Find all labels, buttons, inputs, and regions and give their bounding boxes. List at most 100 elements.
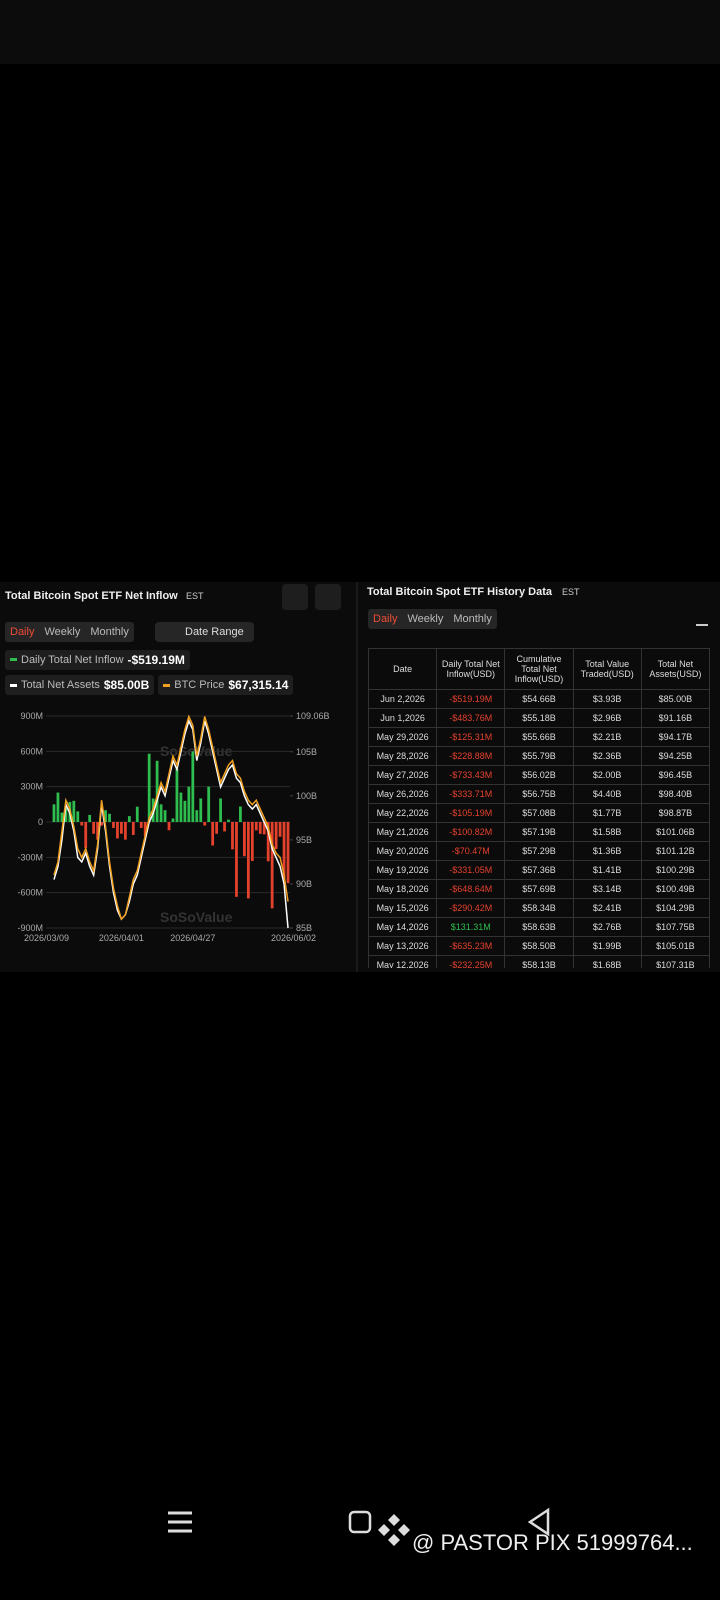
table-cell: -$105.19M bbox=[436, 803, 506, 823]
table-cell: $2.76B bbox=[572, 917, 642, 937]
table-cell: $4.40B bbox=[572, 784, 642, 804]
table-cell: $2.36B bbox=[572, 746, 642, 766]
x-tick-label: 2026/03/09 bbox=[24, 933, 69, 943]
tab[interactable]: Monthly bbox=[453, 613, 492, 625]
table-row: May 13,2026 -$635.23M $58.50B $1.99B $105.01… bbox=[368, 936, 710, 956]
tab[interactable]: Daily bbox=[10, 626, 35, 638]
home-icon[interactable] bbox=[348, 1510, 372, 1534]
bar bbox=[207, 786, 211, 822]
table-cell: -$290.42M bbox=[436, 898, 506, 918]
bar bbox=[56, 792, 60, 822]
y-tick-label: -900M bbox=[17, 923, 43, 933]
table-cell: $107.31B bbox=[640, 955, 710, 968]
chart: SoSoValue SoSoValue 900M600M300M0-300M-6… bbox=[17, 711, 330, 943]
table-cell: $57.08B bbox=[504, 803, 574, 823]
table-row: Jun 2,2026 -$519.19M $54.66B $3.93B $85.00B bbox=[368, 689, 710, 709]
table-cell: $100.29B bbox=[640, 860, 710, 880]
table-row: May 21,2026 -$100.82M $57.19B $1.58B $101.06… bbox=[368, 822, 710, 842]
bar bbox=[100, 822, 103, 826]
table-row: May 15,2026 -$290.42M $58.34B $2.41B $104.29… bbox=[368, 898, 710, 918]
table-cell: $58.63B bbox=[504, 917, 574, 937]
bar bbox=[167, 822, 171, 831]
table-cell: May 20,2026 bbox=[368, 841, 438, 861]
legend-value: $67,315.14 bbox=[228, 678, 289, 692]
table-cell: -$228.88M bbox=[436, 746, 506, 766]
x-tick-label: 2026/04/01 bbox=[99, 933, 144, 943]
table-cell: -$70.47M bbox=[436, 841, 506, 861]
download-button[interactable] bbox=[696, 612, 708, 626]
table-cell: $2.41B bbox=[572, 898, 642, 918]
tab[interactable]: Weekly bbox=[407, 613, 444, 625]
bar bbox=[203, 822, 207, 826]
bar bbox=[88, 814, 92, 822]
column-header: Cumulative Total Net Inflow(USD) bbox=[504, 648, 574, 690]
menu-icon[interactable] bbox=[168, 1511, 192, 1533]
table-row: May 18,2026 -$648.64M $57.69B $3.14B $100.49… bbox=[368, 879, 710, 899]
table-cell: $85.00B bbox=[640, 689, 710, 709]
table-cell: $105.01B bbox=[640, 936, 710, 956]
table-cell: $56.75B bbox=[504, 784, 574, 804]
table-cell: May 27,2026 bbox=[368, 765, 438, 785]
legend-swatch bbox=[10, 683, 17, 687]
bar bbox=[60, 812, 64, 822]
legend-swatch bbox=[10, 658, 17, 661]
table-cell: May 15,2026 bbox=[368, 898, 438, 918]
y2-tick-label: 90B bbox=[296, 879, 312, 889]
bar bbox=[179, 792, 183, 822]
watermark: SoSoValue bbox=[160, 909, 233, 925]
y2-tick-label: 95B bbox=[296, 835, 312, 845]
share-button[interactable] bbox=[315, 584, 341, 610]
table-cell: $57.36B bbox=[504, 860, 574, 880]
table-cell: $57.19B bbox=[504, 822, 574, 842]
tab[interactable]: Daily bbox=[373, 613, 398, 625]
table-row: May 22,2026 -$105.19M $57.08B $1.77B $98.87B bbox=[368, 803, 710, 823]
bar bbox=[235, 822, 238, 897]
table-cell: $1.77B bbox=[572, 803, 642, 823]
fullscreen-button[interactable] bbox=[282, 584, 308, 610]
x-tick-label: 2026/06/02 bbox=[271, 933, 316, 943]
bar bbox=[147, 753, 151, 822]
y2-tick-label: 109.06B bbox=[296, 711, 330, 721]
date-range-button[interactable]: Date Range bbox=[155, 622, 254, 642]
bar bbox=[116, 822, 119, 839]
bar bbox=[250, 822, 254, 861]
table-cell: May 13,2026 bbox=[368, 936, 438, 956]
bar bbox=[282, 822, 286, 879]
table-cell: $54.66B bbox=[504, 689, 574, 709]
table-cell: $55.66B bbox=[504, 727, 574, 747]
y-tick-label: -600M bbox=[17, 888, 43, 898]
table-cell: -$635.23M bbox=[436, 936, 506, 956]
table-cell: Jun 1,2026 bbox=[368, 708, 438, 728]
table-cell: May 21,2026 bbox=[368, 822, 438, 842]
bar bbox=[211, 822, 215, 846]
table-cell: $3.93B bbox=[572, 689, 642, 709]
table-row: May 12,2026 -$232.25M $58.13B $1.68B $107.31… bbox=[368, 955, 710, 968]
bar bbox=[123, 822, 127, 840]
table-cell: $98.87B bbox=[640, 803, 710, 823]
panel-title: Total Bitcoin Spot ETF History Data bbox=[367, 586, 552, 598]
table-cell: $3.14B bbox=[572, 879, 642, 899]
bar bbox=[64, 807, 68, 822]
bar bbox=[199, 798, 203, 822]
legend-value: $85.00B bbox=[103, 678, 150, 692]
bar bbox=[215, 822, 219, 834]
back-icon[interactable] bbox=[527, 1507, 550, 1537]
bar bbox=[254, 822, 258, 831]
tab[interactable]: Monthly bbox=[90, 626, 129, 638]
divider bbox=[356, 582, 358, 972]
table-cell: $101.12B bbox=[640, 841, 710, 861]
table-body: Jun 2,2026 -$519.19M $54.66B $3.93B $85.00B J… bbox=[368, 689, 710, 968]
bar bbox=[92, 822, 96, 834]
bar bbox=[246, 822, 250, 899]
bar bbox=[231, 822, 234, 850]
table-cell: May 18,2026 bbox=[368, 879, 438, 899]
table-cell: $1.99B bbox=[572, 936, 642, 956]
table-cell: -$648.64M bbox=[436, 879, 506, 899]
timezone: EST bbox=[186, 591, 204, 601]
table-cell: -$333.71M bbox=[436, 784, 506, 804]
column-header: Total Value Traded(USD) bbox=[572, 648, 642, 690]
legend: Daily Total Net Inflow -$519.19M Total Net… bbox=[5, 648, 305, 699]
history-table: Date Daily Total Net Inflow(USD) Cumulativ… bbox=[368, 648, 710, 968]
bar bbox=[139, 822, 143, 828]
tab[interactable]: Weekly bbox=[44, 626, 81, 638]
